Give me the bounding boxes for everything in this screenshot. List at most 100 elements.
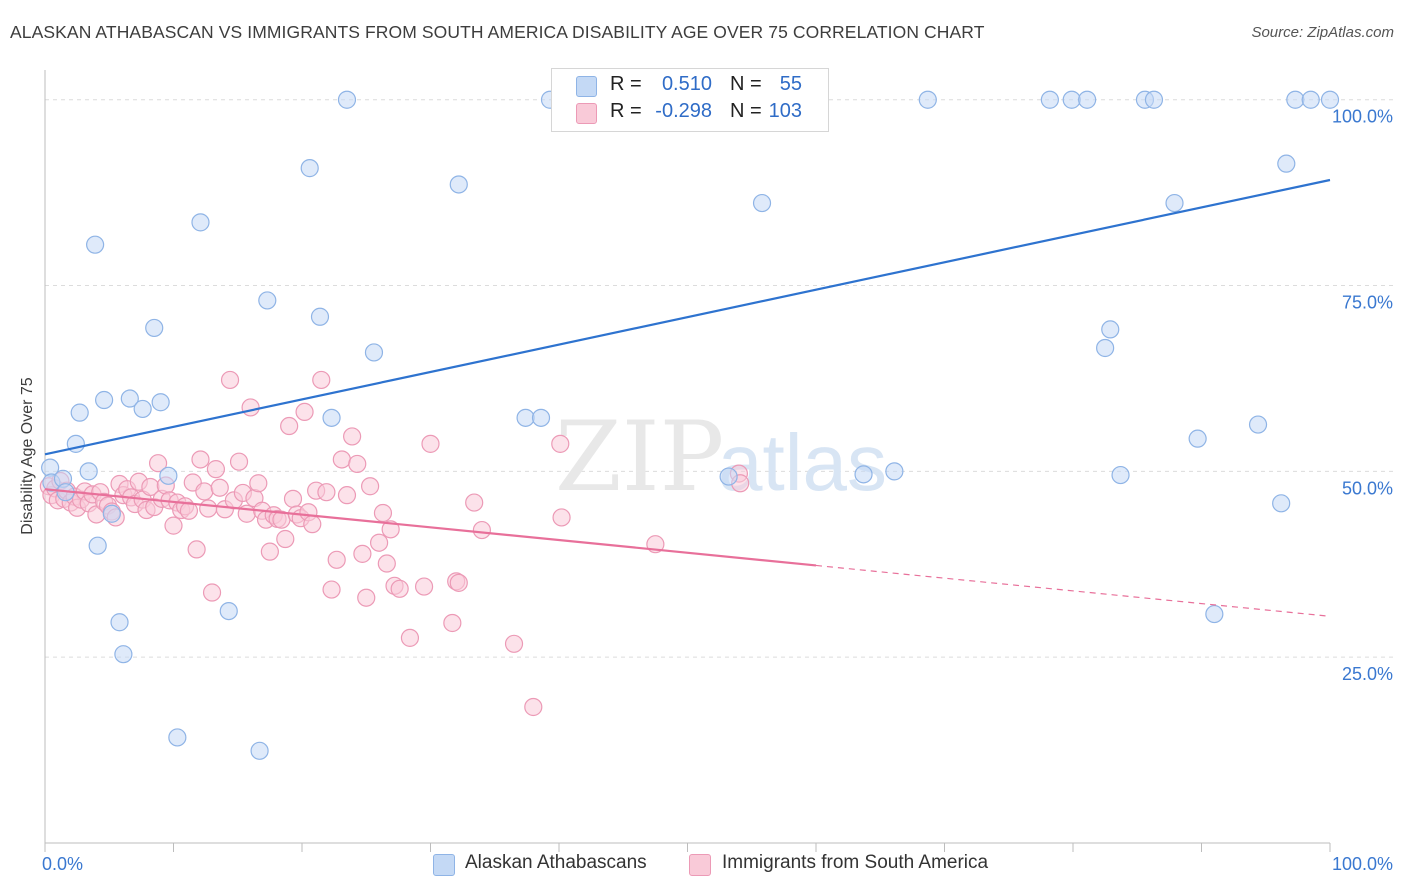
data-point xyxy=(145,318,164,338)
data-point xyxy=(241,398,260,417)
data-point xyxy=(1188,429,1207,448)
data-point xyxy=(414,577,434,596)
watermark-atlas: atlas xyxy=(718,418,887,507)
data-point xyxy=(343,427,362,446)
data-point xyxy=(219,601,238,621)
data-point xyxy=(421,434,440,453)
data-point xyxy=(443,613,462,633)
bottom-legend-swatch-blue xyxy=(433,854,455,876)
data-point xyxy=(516,408,535,427)
data-point xyxy=(164,516,183,535)
data-point xyxy=(400,628,420,647)
data-point xyxy=(377,554,396,573)
data-point xyxy=(220,370,240,390)
data-point xyxy=(337,486,357,505)
data-point xyxy=(370,533,389,552)
data-point xyxy=(449,573,468,592)
data-point xyxy=(151,393,170,412)
data-point xyxy=(280,416,299,436)
legend-r-value: 0.510 xyxy=(661,73,712,95)
y-tick-label: 25.0% xyxy=(1342,664,1393,684)
data-point xyxy=(357,588,376,607)
trend-line-immigrants xyxy=(44,488,817,567)
data-point xyxy=(148,454,168,473)
data-point xyxy=(70,403,89,422)
data-point xyxy=(1111,465,1130,485)
y-tick-label: 50.0% xyxy=(1342,478,1393,498)
series-athabascan-points xyxy=(41,90,1340,760)
data-point xyxy=(1272,494,1291,513)
data-point xyxy=(1205,604,1224,624)
data-point xyxy=(504,634,524,653)
trend-line-immigrants-extension xyxy=(815,564,1331,617)
legend-r-label: R = xyxy=(610,100,642,122)
data-point xyxy=(1062,90,1081,109)
data-point xyxy=(102,504,121,523)
legend-swatch-pink xyxy=(576,103,597,124)
legend-r-label: R = xyxy=(610,73,642,95)
trend-lines xyxy=(44,178,1331,617)
data-point xyxy=(465,493,484,512)
bottom-legend-swatch-pink xyxy=(689,854,711,876)
data-point xyxy=(524,697,543,717)
data-point xyxy=(552,508,571,527)
axes xyxy=(44,70,1331,852)
data-point xyxy=(364,343,384,362)
data-point xyxy=(202,583,222,602)
tick-labels: 25.0% 50.0% 75.0% 100.0% 0.0% 100.0% xyxy=(42,107,1393,874)
grid-lines xyxy=(45,99,1395,658)
data-point xyxy=(229,452,249,471)
data-point xyxy=(187,540,206,559)
data-point xyxy=(449,175,468,194)
data-point xyxy=(110,613,129,632)
data-point xyxy=(381,520,400,539)
data-point xyxy=(332,450,351,469)
data-point xyxy=(206,460,226,479)
legend-n-label: N = xyxy=(730,73,762,95)
data-point xyxy=(1277,154,1296,173)
data-point xyxy=(159,466,178,485)
data-point xyxy=(551,434,570,453)
legend-n-value: 103 xyxy=(768,100,802,122)
data-point xyxy=(312,370,331,390)
data-point xyxy=(918,90,937,109)
data-point xyxy=(191,450,210,469)
data-point xyxy=(195,482,214,501)
data-point xyxy=(300,159,319,178)
data-point xyxy=(752,193,772,213)
source-label: Source: ZipAtlas.com xyxy=(1251,24,1394,41)
legend-swatch-blue xyxy=(576,76,597,97)
data-point xyxy=(283,489,303,508)
data-point xyxy=(179,501,199,520)
data-point xyxy=(295,402,314,422)
data-point xyxy=(1301,90,1320,109)
data-point xyxy=(210,478,229,497)
data-point xyxy=(327,550,346,569)
data-point xyxy=(88,536,107,555)
data-point xyxy=(249,474,268,493)
data-point xyxy=(531,408,551,427)
data-point xyxy=(95,390,114,410)
data-point xyxy=(337,90,357,109)
data-point xyxy=(120,389,139,408)
data-point xyxy=(133,399,152,419)
data-point xyxy=(317,483,336,502)
data-point xyxy=(322,408,341,427)
data-point xyxy=(1248,415,1268,434)
data-point xyxy=(1165,193,1184,213)
data-point xyxy=(86,235,105,254)
data-point xyxy=(854,465,873,484)
data-point xyxy=(322,580,341,599)
x-tick-label: 100.0% xyxy=(1332,854,1393,874)
x-tick-label: 0.0% xyxy=(42,854,83,874)
bottom-legend-label-immigrants: Immigrants from South America xyxy=(722,852,989,873)
data-point xyxy=(348,454,367,474)
data-point xyxy=(353,544,372,563)
data-point xyxy=(361,477,380,496)
bottom-legend-label-athabascan: Alaskan Athabascans xyxy=(465,852,647,873)
data-point xyxy=(310,307,330,326)
data-point xyxy=(1101,320,1120,339)
data-point xyxy=(472,520,491,540)
correlation-legend: R = 0.510 N = 55 R = -0.298 N = 103 xyxy=(551,68,829,132)
